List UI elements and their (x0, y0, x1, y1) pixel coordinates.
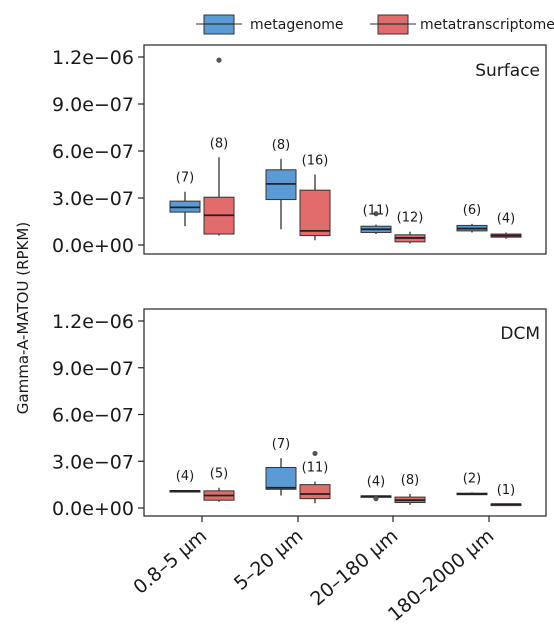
count-label: (5) (210, 467, 228, 482)
count-label: (7) (176, 171, 194, 186)
box-metatranscriptome: (8) (203, 57, 235, 236)
outlier-point (373, 496, 379, 502)
panel-frame (143, 308, 547, 517)
count-label: (11) (302, 461, 329, 476)
box-metatranscriptome: (16) (299, 154, 331, 241)
y-tick-label: 0.0e+00 (52, 235, 134, 257)
box-metagenome: (4) (169, 469, 201, 493)
box-metagenome: (7) (265, 437, 297, 496)
outlier-point (312, 450, 318, 457)
panel-dcm: DCM 0.0e+003.0e−076.0e−079.0e−071.2e−06 … (52, 308, 547, 520)
x-tick-label: 0.8–5 µm (129, 525, 211, 599)
count-label: (11) (363, 204, 390, 219)
count-label: (8) (401, 473, 419, 488)
count-label: (7) (272, 437, 290, 452)
y-tick-label: 3.0e−07 (52, 188, 134, 210)
y-axis-surface: 0.0e+00 3.0e−07 6.0e−07 9.0e−07 1.2e−06 (52, 47, 144, 257)
box-body (299, 484, 331, 500)
boxes-surface: (7) (8) (8) (16) (11) (12) (6) (4) (169, 57, 522, 244)
panel-surface: Surface 0.0e+00 3.0e−07 6.0e−07 9.0e−07 1.2e… (52, 44, 547, 257)
y-tick-label: 9.0e−07 (52, 94, 134, 116)
box-metagenome: (4) (360, 475, 392, 502)
box-metatranscriptome: (12) (394, 211, 426, 244)
box-metagenome: (8) (265, 138, 297, 230)
box-metagenome: (7) (169, 171, 201, 227)
legend-item-metagenome: metagenome (196, 14, 344, 35)
box-metatranscriptome: (11) (299, 450, 331, 504)
y-tick-label: 3.0e−07 (52, 451, 134, 473)
panel-label-surface: Surface (475, 61, 540, 81)
legend-item-metatranscriptome: metatranscriptome (370, 14, 554, 35)
y-axis-dcm: 0.0e+00 3.0e−07 6.0e−07 9.0e−07 1.2e−06 (52, 311, 144, 520)
outlier-point (216, 57, 222, 63)
count-label: (4) (176, 469, 194, 484)
count-label: (4) (367, 475, 385, 490)
x-tick-label: 180–2000 µm (384, 525, 498, 626)
count-label: (8) (210, 136, 228, 151)
y-tick-label: 0.0e+00 (52, 498, 134, 520)
box-metagenome: (2) (456, 471, 488, 496)
y-tick-label: 1.2e−06 (52, 311, 134, 333)
box-metatranscriptome: (5) (203, 467, 235, 502)
boxes-dcm: (4) (5) (7) (11) (4) (8) (2) (1) (169, 437, 522, 507)
legend-label-metatranscriptome: metatranscriptome (420, 17, 554, 33)
legend: metagenome metatranscriptome (196, 14, 554, 35)
box-metatranscriptome: (8) (394, 473, 426, 505)
count-label: (8) (272, 138, 290, 153)
panel-label-dcm: DCM (500, 324, 540, 344)
y-tick-label: 9.0e−07 (52, 358, 134, 380)
box-metatranscriptome: (1) (490, 483, 522, 507)
box-body (265, 466, 297, 490)
count-label: (16) (302, 154, 329, 169)
y-tick-label: 6.0e−07 (52, 405, 134, 427)
count-label: (4) (497, 211, 515, 226)
count-label: (1) (497, 483, 515, 498)
box-body (299, 189, 331, 237)
outlier-point (373, 211, 379, 217)
y-axis-label: Gamma-A-MATOU (RPKM) (14, 222, 32, 414)
count-label: (2) (463, 471, 481, 486)
count-label: (12) (397, 211, 424, 226)
x-tick-label: 20–180 µm (306, 525, 402, 610)
box-metatranscriptome: (4) (490, 211, 522, 239)
legend-label-metagenome: metagenome (250, 17, 344, 33)
count-label: (6) (463, 203, 481, 218)
box-metagenome: (11) (360, 204, 392, 235)
x-tick-label: 5–20 µm (230, 525, 307, 595)
y-tick-label: 6.0e−07 (52, 141, 134, 163)
box-metagenome: (6) (456, 203, 488, 233)
y-tick-label: 1.2e−06 (52, 47, 134, 69)
